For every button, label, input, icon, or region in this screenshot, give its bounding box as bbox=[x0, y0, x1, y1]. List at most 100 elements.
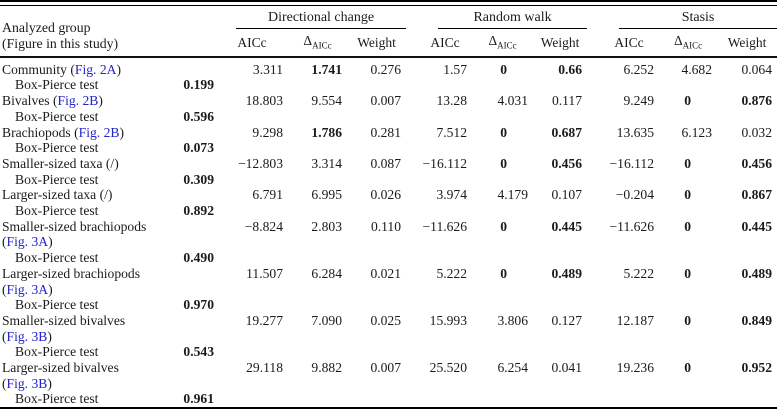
cell-random-walk-aicc: 15.993 bbox=[429, 312, 468, 328]
figure-link[interactable]: Fig. 2B bbox=[57, 93, 99, 109]
model-header-directional-change: Directional change bbox=[216, 6, 407, 29]
col-header-weight-directional-change: Weight bbox=[347, 29, 407, 58]
figure-link[interactable]: Fig. 3B bbox=[6, 375, 48, 391]
cell-random-walk-weight: 0.456 bbox=[551, 155, 583, 171]
cell-directional-change-weight: 0.276 bbox=[370, 61, 402, 77]
empty-cells bbox=[216, 109, 777, 125]
empty-cells bbox=[216, 344, 777, 360]
box-pierce-row: Box-Pierce test 0.961 bbox=[0, 391, 777, 407]
cell-directional-change-weight: 0.281 bbox=[370, 124, 402, 140]
column-gap bbox=[406, 156, 418, 172]
box-pierce-value: 0.199 bbox=[183, 77, 214, 93]
cell-directional-change-weight: 0.007 bbox=[370, 360, 402, 376]
cell-random-walk-aicc: 25.520 bbox=[429, 360, 468, 376]
cell-stasis-delta-aicc: 0 bbox=[684, 312, 692, 328]
cell-stasis-delta-aicc: 0 bbox=[684, 218, 692, 234]
column-gap bbox=[587, 313, 599, 344]
group-label: Larger-sized bivalves (Fig. 3B) bbox=[2, 360, 119, 391]
cell-directional-change-aicc: 11.507 bbox=[246, 265, 283, 281]
cell-random-walk-delta-aicc: 0 bbox=[500, 124, 508, 140]
cell-directional-change-weight: 0.021 bbox=[370, 265, 402, 281]
cell-random-walk-delta-aicc: 0 bbox=[500, 155, 508, 171]
cell-directional-change-weight: 0.025 bbox=[370, 312, 402, 328]
figure-link[interactable]: Fig. 3A bbox=[6, 234, 49, 250]
group-row: Smaller-sized bivalves (Fig. 3B) 19.277 7.0… bbox=[0, 313, 777, 344]
row-group-header-line2: (Figure in this study) bbox=[2, 35, 119, 51]
col-header-weight-stasis: Weight bbox=[717, 29, 777, 58]
group-row: Smaller-sized brachiopods (Fig. 3A) −8.824… bbox=[0, 219, 777, 250]
cell-stasis-weight: 0.867 bbox=[741, 187, 773, 203]
group-label: Community (Fig. 2A) bbox=[2, 61, 121, 77]
box-pierce-label: Box-Pierce test bbox=[15, 203, 99, 219]
cell-stasis-delta-aicc: 0 bbox=[684, 93, 692, 109]
empty-cells bbox=[216, 140, 777, 156]
column-gap bbox=[587, 360, 599, 391]
column-gap bbox=[406, 266, 418, 297]
cell-directional-change-delta-aicc: 9.882 bbox=[311, 360, 342, 376]
cell-directional-change-aicc: −12.803 bbox=[237, 155, 283, 171]
box-pierce-label: Box-Pierce test bbox=[15, 250, 99, 266]
cell-stasis-weight: 0.064 bbox=[741, 61, 773, 77]
cell-directional-change-delta-aicc: 6.995 bbox=[311, 187, 342, 203]
cell-directional-change-delta-aicc: 9.554 bbox=[311, 93, 342, 109]
column-gap bbox=[587, 6, 600, 58]
model-comparison-table: Analyzed group (Figure in this study) Di… bbox=[0, 6, 777, 407]
cell-directional-change-delta-aicc: 1.786 bbox=[311, 124, 342, 140]
box-pierce-value: 0.961 bbox=[183, 391, 214, 407]
cell-directional-change-weight: 0.110 bbox=[370, 218, 402, 234]
group-row: Smaller-sized taxa (/) −12.803 3.314 0.087 −… bbox=[0, 156, 777, 172]
box-pierce-label: Box-Pierce test bbox=[15, 77, 99, 93]
column-gap bbox=[587, 93, 599, 109]
cell-random-walk-delta-aicc: 0 bbox=[500, 218, 508, 234]
cell-random-walk-delta-aicc: 0 bbox=[500, 265, 508, 281]
cell-random-walk-weight: 0.107 bbox=[551, 187, 583, 203]
cell-directional-change-delta-aicc: 6.284 bbox=[311, 265, 342, 281]
cell-stasis-aicc: 12.187 bbox=[616, 312, 655, 328]
group-row: Brachiopods (Fig. 2B) 9.298 1.786 0.281 7.51… bbox=[0, 125, 777, 141]
group-label: Brachiopods (Fig. 2B) bbox=[2, 124, 124, 140]
box-pierce-row: Box-Pierce test 0.073 bbox=[0, 140, 777, 156]
col-header-delta-aicc-random-walk: ΔAICc bbox=[472, 29, 534, 58]
figure-link[interactable]: Fig. 3B bbox=[6, 328, 48, 344]
cell-stasis-delta-aicc: 4.682 bbox=[681, 61, 713, 77]
cell-directional-change-delta-aicc: 2.803 bbox=[311, 218, 342, 234]
table-header: Analyzed group (Figure in this study) Di… bbox=[0, 6, 777, 58]
box-pierce-value: 0.543 bbox=[183, 344, 214, 360]
figure-link[interactable]: Fig. 2B bbox=[78, 124, 120, 140]
cell-stasis-delta-aicc: 6.123 bbox=[681, 124, 713, 140]
empty-cells bbox=[216, 297, 777, 313]
figure-link[interactable]: Fig. 2A bbox=[74, 61, 117, 77]
group-label: Larger-sized taxa (/) bbox=[2, 187, 113, 203]
box-pierce-value: 0.892 bbox=[183, 203, 214, 219]
box-pierce-label: Box-Pierce test bbox=[15, 391, 99, 407]
box-pierce-row: Box-Pierce test 0.543 bbox=[0, 344, 777, 360]
cell-directional-change-delta-aicc: 7.090 bbox=[311, 312, 342, 328]
cell-stasis-aicc: 19.236 bbox=[616, 360, 655, 376]
cell-stasis-weight: 0.032 bbox=[741, 124, 773, 140]
group-row: Larger-sized taxa (/) 6.791 6.995 0.026 3.97… bbox=[0, 187, 777, 203]
cell-directional-change-delta-aicc: 1.741 bbox=[311, 61, 342, 77]
column-gap bbox=[406, 219, 418, 250]
cell-stasis-weight: 0.849 bbox=[741, 312, 773, 328]
box-pierce-label: Box-Pierce test bbox=[15, 140, 99, 156]
cell-directional-change-aicc: 9.298 bbox=[252, 124, 283, 140]
cell-stasis-aicc: −16.112 bbox=[609, 155, 655, 171]
row-group-header: Analyzed group (Figure in this study) bbox=[0, 6, 216, 58]
group-row: Bivalves (Fig. 2B) 18.803 9.554 0.007 13.28 4… bbox=[0, 93, 777, 109]
cell-stasis-delta-aicc: 0 bbox=[684, 187, 692, 203]
cell-random-walk-aicc: −16.112 bbox=[422, 155, 468, 171]
box-pierce-value: 0.490 bbox=[183, 250, 214, 266]
cell-directional-change-weight: 0.026 bbox=[370, 187, 402, 203]
figure-link[interactable]: Fig. 3A bbox=[6, 281, 49, 297]
cell-random-walk-weight: 0.127 bbox=[551, 312, 583, 328]
cell-stasis-weight: 0.456 bbox=[741, 155, 773, 171]
cell-directional-change-aicc: 19.277 bbox=[245, 312, 283, 328]
col-header-aicc-directional-change: AICc bbox=[216, 29, 288, 58]
column-gap bbox=[587, 266, 599, 297]
group-label: Smaller-sized brachiopods (Fig. 3A) bbox=[2, 218, 147, 250]
cell-stasis-aicc: 6.252 bbox=[623, 61, 655, 77]
table-top-rule bbox=[0, 0, 777, 6]
cell-random-walk-aicc: 3.974 bbox=[436, 187, 468, 203]
cell-random-walk-weight: 0.117 bbox=[551, 93, 583, 109]
cell-stasis-aicc: 5.222 bbox=[623, 265, 655, 281]
